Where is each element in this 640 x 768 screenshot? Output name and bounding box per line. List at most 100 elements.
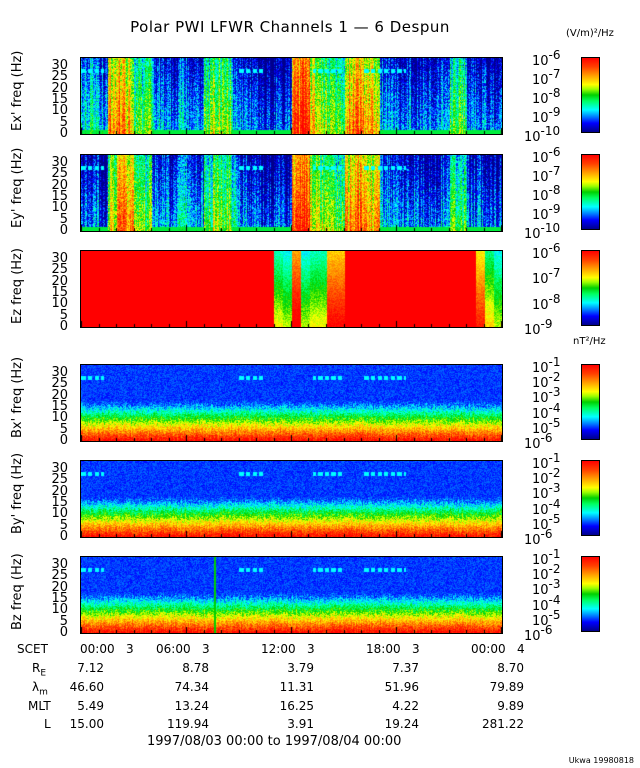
colorbar-tick: 10-10 xyxy=(524,124,561,145)
ephemeris-value: 5.49 xyxy=(77,699,104,713)
colorbar-tick-exponent: -3 xyxy=(548,577,561,592)
ephemeris-value: 11.31 xyxy=(279,680,314,694)
colorbar-tick: 10-9 xyxy=(532,105,561,126)
y-tick-label: 15 xyxy=(51,285,68,300)
y-tick-label: 10 xyxy=(51,602,68,618)
colorbar-tick-base: 10 xyxy=(532,361,549,376)
colorbar-tick: 10-6 xyxy=(532,146,561,166)
electric-unit-label: (V/m)²/Hz xyxy=(566,28,614,39)
colorbar-tick-exponent: -2 xyxy=(548,370,561,385)
colorbar-tick-base: 10 xyxy=(532,189,549,204)
y-tick-label: 20 xyxy=(51,387,68,403)
colorbar-tick: 10-2 xyxy=(532,562,561,584)
colorbar-tick-base: 10 xyxy=(532,568,549,584)
ephemeris-value: 9.89 xyxy=(497,699,524,713)
ephemeris-value: 46.60 xyxy=(69,680,104,694)
colorbar-tick-base: 10 xyxy=(524,130,541,145)
ephemeris-value: 119.94 xyxy=(167,717,209,731)
y-tick-label: 5 xyxy=(59,517,68,533)
colorbar-tick-base: 10 xyxy=(524,227,541,242)
ephemeris-value: 15.00 xyxy=(69,717,104,731)
y-axis-label: Ey' freq (Hz) xyxy=(10,147,25,228)
colorbar xyxy=(581,154,600,230)
colorbar-tick-exponent: -4 xyxy=(548,592,561,607)
colorbar-tick-exponent: -6 xyxy=(548,48,561,62)
colorbar-tick: 10-3 xyxy=(532,482,561,503)
colorbar-tick-exponent: -2 xyxy=(548,466,561,481)
colorbar-tick-base: 10 xyxy=(532,111,549,126)
ephemeris-value: 8.70 xyxy=(497,661,524,675)
colorbar-tick-exponent: -6 xyxy=(540,431,553,445)
y-axis-label: Bz freq (Hz) xyxy=(10,553,25,630)
colorbar-tick-exponent: -6 xyxy=(540,623,553,637)
colorbar xyxy=(581,460,600,536)
colorbar-tick: 10-4 xyxy=(532,401,561,422)
y-tick-label: 15 xyxy=(51,495,68,510)
colorbar-tick: 10-1 xyxy=(532,451,561,472)
y-tick-label: 15 xyxy=(51,399,68,414)
colorbar-tick: 10-3 xyxy=(532,577,561,599)
colorbar-tick: 10-4 xyxy=(532,496,561,517)
colorbar-tick-base: 10 xyxy=(532,170,549,185)
colorbar-tick: 10-8 xyxy=(532,291,561,313)
colorbar-tick-exponent: -9 xyxy=(548,105,561,119)
colorbar-tick-base: 10 xyxy=(532,457,549,472)
y-tick-label: 30 xyxy=(51,58,68,73)
spectrogram-1 xyxy=(80,57,503,135)
colorbar-tick-exponent: -3 xyxy=(548,385,561,400)
colorbar-tick-exponent: -7 xyxy=(548,164,561,178)
colorbar-tick-exponent: -5 xyxy=(548,415,561,430)
colorbar-tick-exponent: -8 xyxy=(548,291,561,306)
y-tick-label: 20 xyxy=(51,177,68,193)
colorbar-tick: 10-5 xyxy=(532,512,561,533)
time-tick-label: 18:00 3 xyxy=(366,642,420,656)
colorbar-tick-base: 10 xyxy=(532,583,549,599)
colorbar-tick: 10-9 xyxy=(524,317,553,338)
time-tick-label: 12:00 3 xyxy=(261,642,315,656)
y-axis-label: By' freq (Hz) xyxy=(10,452,25,534)
ephemeris-label-text: SCET xyxy=(17,642,48,656)
colorbar xyxy=(581,57,600,133)
time-tick-label: 00:00 3 xyxy=(80,642,134,656)
colorbar-tick-exponent: -4 xyxy=(548,496,561,511)
y-tick-label: 10 xyxy=(51,506,68,522)
ephemeris-value: 79.89 xyxy=(489,680,524,694)
ephemeris-value: 7.12 xyxy=(77,661,104,675)
ephemeris-value: 51.96 xyxy=(384,680,419,694)
colorbar-tick-exponent: -10 xyxy=(540,124,561,138)
y-axis-label: Ez freq (Hz) xyxy=(10,248,25,324)
ephemeris-label: RE xyxy=(32,661,46,678)
ephemeris-value: 7.37 xyxy=(392,661,419,675)
y-tick-label: 25 xyxy=(51,69,68,85)
y-tick-label: 25 xyxy=(51,472,68,488)
colorbar-tick: 10-2 xyxy=(532,466,561,487)
y-tick-label: 0 xyxy=(59,126,68,141)
y-tick-label: 30 xyxy=(51,461,68,476)
colorbar-tick: 10-4 xyxy=(532,592,561,613)
colorbar-tick: 10-5 xyxy=(532,415,561,436)
colorbar-tick-exponent: -2 xyxy=(548,562,561,577)
colorbar xyxy=(581,364,600,440)
colorbar-tick-exponent: -7 xyxy=(548,266,561,281)
colorbar-tick-base: 10 xyxy=(532,487,549,503)
colorbar xyxy=(581,556,600,632)
colorbar-tick-base: 10 xyxy=(532,391,549,407)
plot-title: Polar PWI LFWR Channels 1 — 6 Despun xyxy=(130,18,450,36)
colorbar-tick-exponent: -9 xyxy=(540,317,553,331)
colorbar-tick-base: 10 xyxy=(532,406,549,422)
colorbar-tick-base: 10 xyxy=(532,151,549,166)
colorbar-tick-exponent: -6 xyxy=(540,527,553,541)
colorbar-tick-exponent: -1 xyxy=(548,451,561,465)
colorbar-tick-base: 10 xyxy=(532,247,549,262)
colorbar-tick-base: 10 xyxy=(532,297,549,313)
ephemeris-label: SCET xyxy=(17,642,48,656)
colorbar-tick-exponent: -6 xyxy=(548,241,561,255)
colorbar-tick-base: 10 xyxy=(532,517,549,533)
spectrogram-5 xyxy=(80,460,503,538)
colorbar-tick: 10-7 xyxy=(532,164,561,185)
y-tick-label: 15 xyxy=(51,92,68,107)
y-tick-label: 30 xyxy=(51,365,68,380)
y-axis-label: Bx' freq (Hz) xyxy=(10,356,25,438)
y-tick-label: 20 xyxy=(51,80,68,96)
colorbar-tick-exponent: -7 xyxy=(548,67,561,81)
